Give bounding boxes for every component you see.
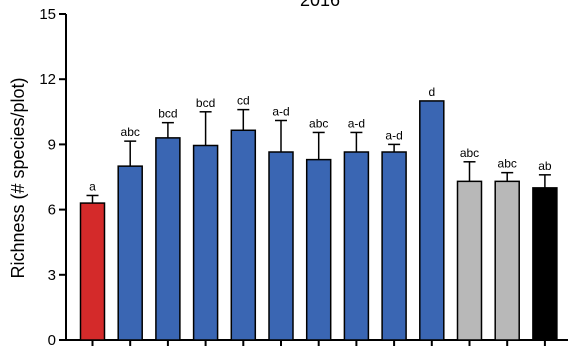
y-axis-title: Richness (# species/plot) xyxy=(8,77,28,278)
bar xyxy=(268,151,294,341)
bar xyxy=(79,202,106,341)
chart-title: 2016 xyxy=(300,0,340,10)
y-tick-label: 3 xyxy=(48,267,56,284)
bar xyxy=(305,158,332,341)
significance-letter: a-d xyxy=(272,104,289,118)
y-tick-label: 9 xyxy=(48,136,56,153)
significance-letter: bcd xyxy=(196,96,215,110)
significance-letter: abc xyxy=(309,116,328,130)
bar xyxy=(381,151,407,341)
bar xyxy=(192,144,219,341)
bars: a abc bcd bcd cd a-d abc a-d a-d d abc abc ab xyxy=(79,85,558,346)
y-axis-ticks: 0 3 6 9 12 15 xyxy=(39,6,66,347)
bar xyxy=(155,137,181,341)
bar xyxy=(456,180,483,341)
bar xyxy=(230,129,257,341)
bar xyxy=(343,151,370,341)
y-tick-label: 6 xyxy=(48,202,56,219)
significance-letter: ab xyxy=(538,159,552,173)
y-tick-label: 15 xyxy=(39,6,56,23)
significance-letter: abc xyxy=(460,146,479,160)
bar xyxy=(419,100,445,341)
bar xyxy=(494,180,520,341)
y-tick-label: 0 xyxy=(48,332,56,347)
significance-letter: a-d xyxy=(385,128,402,142)
significance-letter: cd xyxy=(237,94,250,108)
significance-letter: a xyxy=(89,179,96,193)
significance-letter: abc xyxy=(498,157,517,171)
bar xyxy=(532,187,558,341)
significance-letter: d xyxy=(428,85,435,99)
significance-letter: a-d xyxy=(348,116,365,130)
significance-letter: abc xyxy=(121,125,140,139)
significance-letter: bcd xyxy=(158,107,177,121)
bar xyxy=(117,165,143,341)
y-tick-label: 12 xyxy=(39,71,56,88)
